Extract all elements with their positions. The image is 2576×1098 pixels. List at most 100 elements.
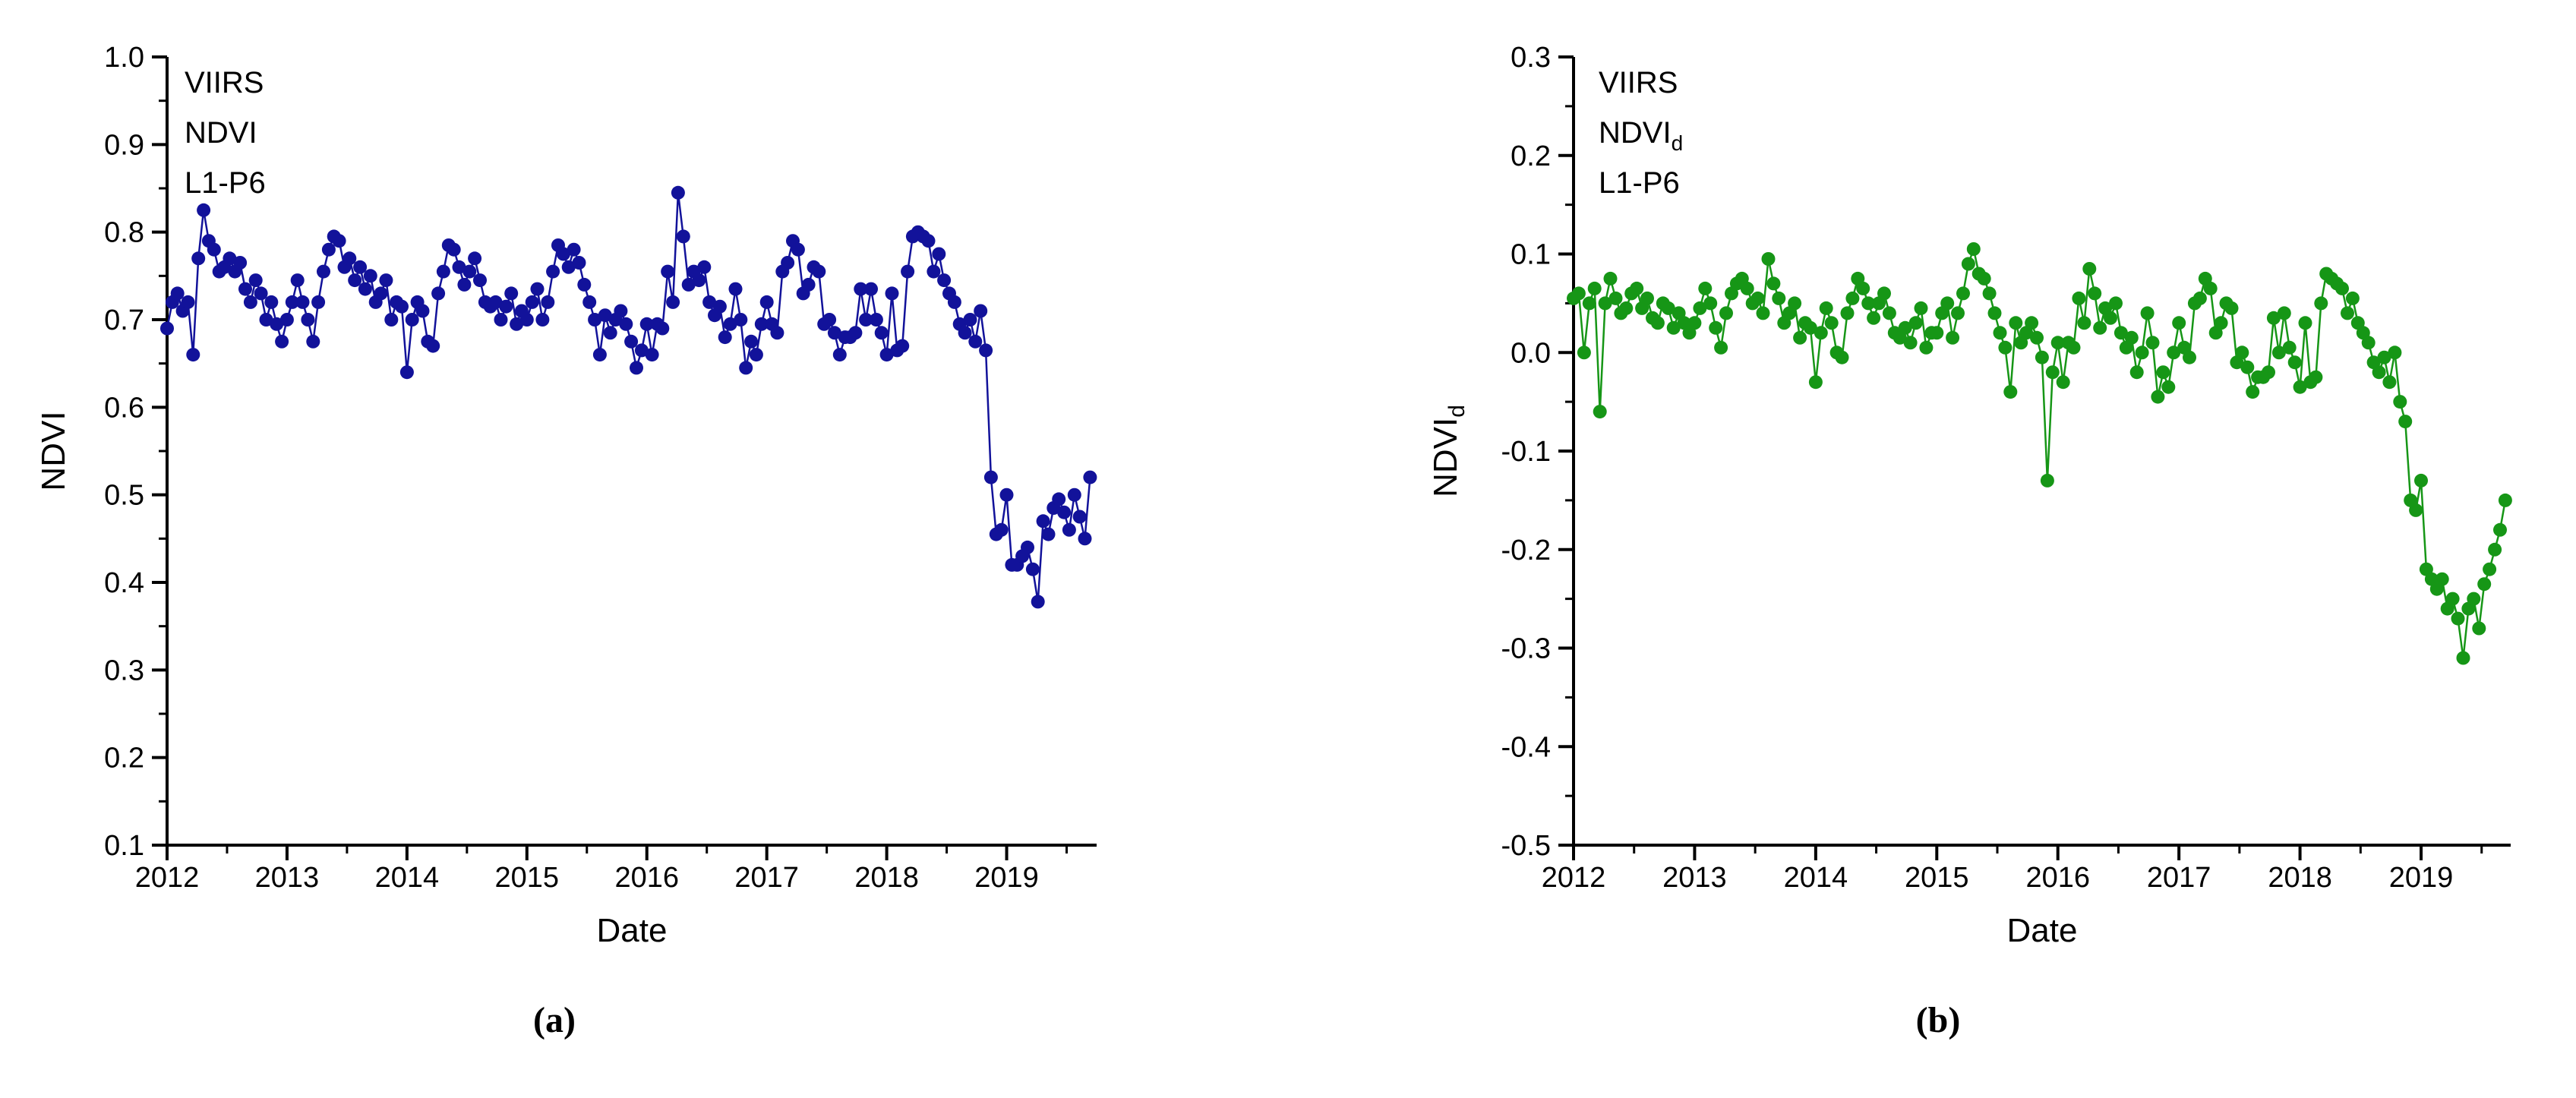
data-point bbox=[759, 295, 774, 309]
data-point bbox=[348, 273, 362, 288]
annotation-line: L1-P6 bbox=[185, 166, 266, 200]
data-point bbox=[233, 256, 248, 270]
data-point bbox=[2104, 311, 2117, 325]
data-point bbox=[2398, 415, 2413, 429]
data-point bbox=[859, 313, 873, 327]
y-tick-labels: -0.5 -0.4 -0.3 -0.2 -0.1 0.0 0.1 0.2 0.3 bbox=[1501, 42, 1551, 862]
data-point bbox=[1898, 320, 1912, 335]
data-point bbox=[770, 326, 784, 340]
data-point bbox=[1709, 320, 1723, 335]
data-point bbox=[1608, 291, 1623, 305]
data-point bbox=[1078, 532, 1092, 546]
y-tick-label: -0.2 bbox=[1501, 535, 1551, 566]
plot-annotation: VIIRS NDVId L1-P6 bbox=[1599, 66, 1683, 200]
data-point bbox=[1072, 510, 1087, 524]
data-point bbox=[363, 269, 377, 283]
data-point bbox=[530, 282, 545, 296]
data-point bbox=[405, 313, 419, 327]
data-point bbox=[744, 334, 759, 349]
data-point bbox=[895, 339, 910, 353]
data-point bbox=[1993, 326, 2007, 340]
data-point bbox=[692, 273, 706, 288]
data-point bbox=[2077, 316, 2091, 330]
data-point bbox=[399, 365, 414, 380]
data-point bbox=[2388, 345, 2402, 360]
data-point bbox=[2224, 301, 2239, 315]
data-point bbox=[1756, 306, 1770, 320]
data-point bbox=[2114, 326, 2128, 340]
data-point bbox=[191, 251, 206, 266]
data-point bbox=[661, 264, 675, 279]
data-point bbox=[901, 264, 915, 279]
data-point bbox=[546, 264, 560, 279]
data-point bbox=[426, 339, 440, 353]
data-point bbox=[374, 286, 388, 301]
data-point bbox=[812, 264, 826, 279]
data-point bbox=[1650, 316, 1665, 330]
data-point bbox=[879, 348, 894, 362]
data-point bbox=[1956, 286, 1970, 301]
data-point bbox=[603, 326, 617, 340]
data-point bbox=[1914, 301, 1928, 315]
data-point bbox=[2483, 562, 2497, 576]
data-point bbox=[379, 273, 393, 288]
x-tick-label: 2018 bbox=[854, 862, 919, 894]
data-point bbox=[582, 295, 597, 309]
data-point bbox=[2135, 345, 2149, 360]
data-point bbox=[2445, 592, 2460, 606]
data-point bbox=[1719, 306, 1733, 320]
data-point bbox=[2040, 473, 2054, 487]
x-tick-label: 2019 bbox=[974, 862, 1039, 894]
y-tick-label: -0.3 bbox=[1501, 633, 1551, 665]
data-point bbox=[2050, 336, 2065, 350]
data-point bbox=[2009, 316, 2023, 330]
data-point bbox=[332, 234, 346, 248]
data-point bbox=[243, 295, 257, 309]
x-tick-label: 2013 bbox=[255, 862, 320, 894]
x-tick-labels: 2012 2013 2014 2015 2016 2017 2018 2019 bbox=[1542, 862, 2454, 894]
axes bbox=[166, 57, 1097, 847]
x-tick-label: 2013 bbox=[1662, 862, 1727, 894]
data-point bbox=[1919, 340, 1934, 355]
data-point bbox=[588, 313, 602, 327]
data-point bbox=[447, 242, 461, 257]
data-point bbox=[2309, 370, 2323, 384]
data-point bbox=[248, 273, 263, 288]
data-point bbox=[358, 282, 372, 296]
data-point bbox=[645, 348, 659, 362]
data-point bbox=[1814, 326, 1828, 340]
data-point bbox=[295, 295, 310, 309]
data-point bbox=[1882, 306, 1896, 320]
data-point bbox=[2167, 345, 2181, 360]
data-point bbox=[567, 242, 581, 257]
x-tick-label: 2012 bbox=[1542, 862, 1606, 894]
data-point bbox=[1903, 336, 1918, 350]
data-point bbox=[170, 286, 185, 301]
data-point bbox=[1803, 320, 1817, 335]
data-point bbox=[259, 313, 273, 327]
data-point bbox=[1766, 276, 1781, 291]
data-point bbox=[301, 313, 315, 327]
data-point bbox=[238, 282, 252, 296]
data-point bbox=[979, 343, 993, 358]
data-point bbox=[343, 251, 357, 266]
data-point bbox=[1951, 306, 1965, 320]
data-point bbox=[2414, 473, 2428, 487]
data-point bbox=[734, 313, 748, 327]
data-point bbox=[874, 326, 889, 340]
data-point bbox=[2025, 316, 2039, 330]
data-point bbox=[1982, 286, 1997, 301]
x-tick-label: 2016 bbox=[614, 862, 679, 894]
data-point bbox=[697, 260, 712, 274]
data-point bbox=[1698, 281, 1713, 295]
data-point bbox=[1687, 316, 1702, 330]
data-point bbox=[2435, 572, 2449, 586]
data-point bbox=[655, 321, 670, 336]
data-point bbox=[2472, 621, 2486, 636]
data-point bbox=[854, 282, 868, 296]
data-point bbox=[1845, 291, 1860, 305]
data-point bbox=[1961, 257, 1975, 271]
x-tick-labels: 2012 2013 2014 2015 2016 2017 2018 2019 bbox=[135, 862, 1039, 894]
data-point bbox=[2298, 316, 2312, 330]
